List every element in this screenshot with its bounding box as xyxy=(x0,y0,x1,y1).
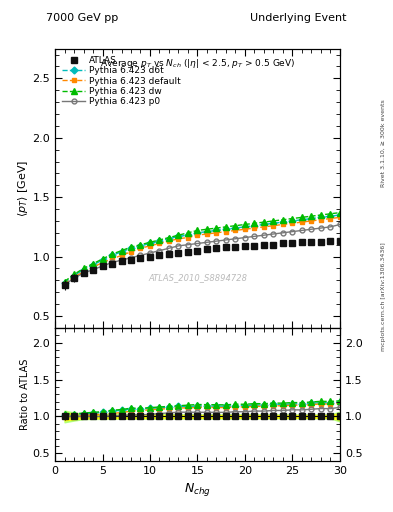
Text: 7000 GeV pp: 7000 GeV pp xyxy=(46,13,119,23)
Text: Average $p_T$ vs $N_{ch}$ ($|\eta|$ < 2.5, $p_T$ > 0.5 GeV): Average $p_T$ vs $N_{ch}$ ($|\eta|$ < 2.… xyxy=(100,57,295,70)
Legend: ATLAS, Pythia 6.423 d6t, Pythia 6.423 default, Pythia 6.423 dw, Pythia 6.423 p0: ATLAS, Pythia 6.423 d6t, Pythia 6.423 de… xyxy=(59,53,184,109)
Y-axis label: Ratio to ATLAS: Ratio to ATLAS xyxy=(20,358,29,430)
Text: Underlying Event: Underlying Event xyxy=(250,13,347,23)
Text: ATLAS_2010_S8894728: ATLAS_2010_S8894728 xyxy=(148,273,247,282)
Text: Rivet 3.1.10, ≥ 300k events: Rivet 3.1.10, ≥ 300k events xyxy=(381,99,386,187)
X-axis label: $N_{chg}$: $N_{chg}$ xyxy=(184,481,211,498)
Y-axis label: $\langle p_T \rangle$ [GeV]: $\langle p_T \rangle$ [GeV] xyxy=(16,160,29,217)
Text: mcplots.cern.ch [arXiv:1306.3436]: mcplots.cern.ch [arXiv:1306.3436] xyxy=(381,243,386,351)
